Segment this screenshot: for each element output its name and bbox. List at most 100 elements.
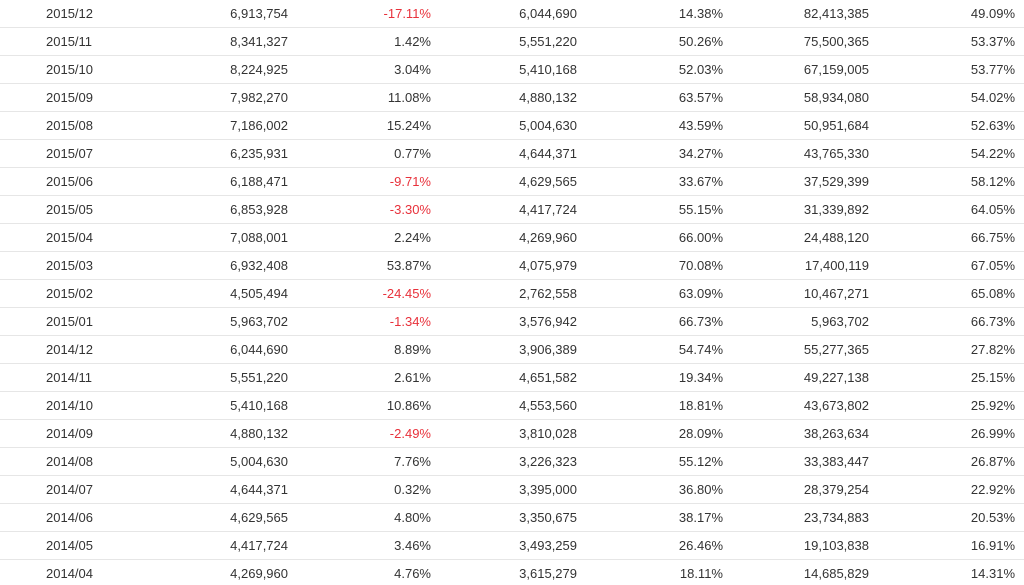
cell-monthly-revenue: 6,913,754 [146, 0, 315, 28]
cell-yoy-change: 55.12% [578, 447, 724, 476]
table-row: 2014/11 5,551,220 2.61% 4,651,582 19.34% 49,2… [0, 363, 1024, 392]
cell-prev-year-revenue: 3,226,323 [433, 447, 578, 476]
cell-prev-year-revenue: 2,762,558 [433, 279, 578, 308]
cell-cumulative-revenue: 43,673,802 [724, 391, 870, 420]
cell-yoy-change: 70.08% [578, 251, 724, 280]
cell-cumulative-yoy: 65.08% [870, 279, 1024, 308]
cell-cumulative-yoy: 67.05% [870, 251, 1024, 280]
cell-monthly-revenue: 5,410,168 [146, 391, 315, 420]
cell-monthly-revenue: 4,269,960 [146, 559, 315, 585]
cell-monthly-revenue: 6,932,408 [146, 251, 315, 280]
cell-cumulative-yoy: 54.02% [870, 83, 1024, 112]
cell-mom-change: 1.42% [315, 27, 433, 56]
cell-month: 2014/05 [0, 531, 146, 560]
table-row: 2015/06 6,188,471 -9.71% 4,629,565 33.67% 37,… [0, 167, 1024, 196]
cell-cumulative-yoy: 54.22% [870, 139, 1024, 168]
cell-monthly-revenue: 4,644,371 [146, 475, 315, 504]
cell-month: 2014/07 [0, 475, 146, 504]
cell-cumulative-revenue: 50,951,684 [724, 111, 870, 140]
table-row: 2015/02 4,505,494 -24.45% 2,762,558 63.09% 10… [0, 279, 1024, 308]
cell-mom-change: -2.49% [315, 419, 433, 448]
cell-monthly-revenue: 6,188,471 [146, 167, 315, 196]
cell-cumulative-revenue: 10,467,271 [724, 279, 870, 308]
cell-prev-year-revenue: 5,410,168 [433, 55, 578, 84]
cell-monthly-revenue: 6,044,690 [146, 335, 315, 364]
cell-monthly-revenue: 5,551,220 [146, 363, 315, 392]
cell-monthly-revenue: 7,186,002 [146, 111, 315, 140]
cell-monthly-revenue: 6,853,928 [146, 195, 315, 224]
cell-month: 2014/09 [0, 419, 146, 448]
cell-monthly-revenue: 5,963,702 [146, 307, 315, 336]
cell-cumulative-revenue: 58,934,080 [724, 83, 870, 112]
table-row: 2015/12 6,913,754 -17.11% 6,044,690 14.38% 82… [0, 0, 1024, 28]
table-row: 2014/10 5,410,168 10.86% 4,553,560 18.81% 43,… [0, 391, 1024, 420]
cell-month: 2015/09 [0, 83, 146, 112]
cell-mom-change: 4.76% [315, 559, 433, 585]
cell-mom-change: 15.24% [315, 111, 433, 140]
cell-yoy-change: 36.80% [578, 475, 724, 504]
cell-cumulative-revenue: 23,734,883 [724, 503, 870, 532]
cell-month: 2015/07 [0, 139, 146, 168]
table-row: 2015/09 7,982,270 11.08% 4,880,132 63.57% 58,… [0, 83, 1024, 112]
cell-month: 2015/04 [0, 223, 146, 252]
cell-prev-year-revenue: 3,493,259 [433, 531, 578, 560]
cell-prev-year-revenue: 3,350,675 [433, 503, 578, 532]
cell-cumulative-yoy: 66.75% [870, 223, 1024, 252]
cell-yoy-change: 52.03% [578, 55, 724, 84]
cell-cumulative-revenue: 33,383,447 [724, 447, 870, 476]
cell-cumulative-revenue: 38,263,634 [724, 419, 870, 448]
table-row: 2014/08 5,004,630 7.76% 3,226,323 55.12% 33,3… [0, 447, 1024, 476]
table-row: 2015/07 6,235,931 0.77% 4,644,371 34.27% 43,7… [0, 139, 1024, 168]
cell-cumulative-yoy: 25.92% [870, 391, 1024, 420]
cell-month: 2014/04 [0, 559, 146, 585]
cell-mom-change: 8.89% [315, 335, 433, 364]
table-row: 2014/06 4,629,565 4.80% 3,350,675 38.17% 23,7… [0, 503, 1024, 532]
table-row: 2015/08 7,186,002 15.24% 5,004,630 43.59% 50,… [0, 111, 1024, 140]
cell-cumulative-revenue: 55,277,365 [724, 335, 870, 364]
cell-prev-year-revenue: 4,880,132 [433, 83, 578, 112]
cell-month: 2015/08 [0, 111, 146, 140]
table-row: 2014/04 4,269,960 4.76% 3,615,279 18.11% 14,6… [0, 559, 1024, 585]
cell-cumulative-revenue: 82,413,385 [724, 0, 870, 28]
cell-cumulative-yoy: 53.37% [870, 27, 1024, 56]
cell-cumulative-revenue: 19,103,838 [724, 531, 870, 560]
cell-cumulative-yoy: 49.09% [870, 0, 1024, 28]
cell-yoy-change: 34.27% [578, 139, 724, 168]
cell-monthly-revenue: 8,341,327 [146, 27, 315, 56]
cell-cumulative-yoy: 26.87% [870, 447, 1024, 476]
cell-prev-year-revenue: 4,644,371 [433, 139, 578, 168]
cell-cumulative-yoy: 52.63% [870, 111, 1024, 140]
cell-prev-year-revenue: 4,269,960 [433, 223, 578, 252]
cell-mom-change: 3.46% [315, 531, 433, 560]
cell-monthly-revenue: 6,235,931 [146, 139, 315, 168]
cell-cumulative-yoy: 64.05% [870, 195, 1024, 224]
cell-month: 2015/12 [0, 0, 146, 28]
cell-cumulative-revenue: 31,339,892 [724, 195, 870, 224]
cell-prev-year-revenue: 4,417,724 [433, 195, 578, 224]
cell-cumulative-yoy: 26.99% [870, 419, 1024, 448]
cell-cumulative-yoy: 27.82% [870, 335, 1024, 364]
cell-cumulative-revenue: 67,159,005 [724, 55, 870, 84]
cell-cumulative-revenue: 17,400,119 [724, 251, 870, 280]
cell-yoy-change: 50.26% [578, 27, 724, 56]
cell-month: 2014/10 [0, 391, 146, 420]
cell-yoy-change: 54.74% [578, 335, 724, 364]
cell-monthly-revenue: 7,088,001 [146, 223, 315, 252]
cell-cumulative-yoy: 66.73% [870, 307, 1024, 336]
cell-yoy-change: 18.11% [578, 559, 724, 585]
cell-prev-year-revenue: 3,906,389 [433, 335, 578, 364]
cell-cumulative-yoy: 16.91% [870, 531, 1024, 560]
table-row: 2015/04 7,088,001 2.24% 4,269,960 66.00% 24,4… [0, 223, 1024, 252]
cell-mom-change: 7.76% [315, 447, 433, 476]
cell-yoy-change: 38.17% [578, 503, 724, 532]
cell-yoy-change: 66.00% [578, 223, 724, 252]
table-row: 2015/11 8,341,327 1.42% 5,551,220 50.26% 75,5… [0, 27, 1024, 56]
table-row: 2014/12 6,044,690 8.89% 3,906,389 54.74% 55,2… [0, 335, 1024, 364]
table-row: 2015/03 6,932,408 53.87% 4,075,979 70.08% 17,… [0, 251, 1024, 280]
cell-cumulative-revenue: 28,379,254 [724, 475, 870, 504]
cell-mom-change: 2.24% [315, 223, 433, 252]
cell-cumulative-revenue: 49,227,138 [724, 363, 870, 392]
cell-month: 2015/03 [0, 251, 146, 280]
cell-monthly-revenue: 4,505,494 [146, 279, 315, 308]
cell-cumulative-revenue: 37,529,399 [724, 167, 870, 196]
